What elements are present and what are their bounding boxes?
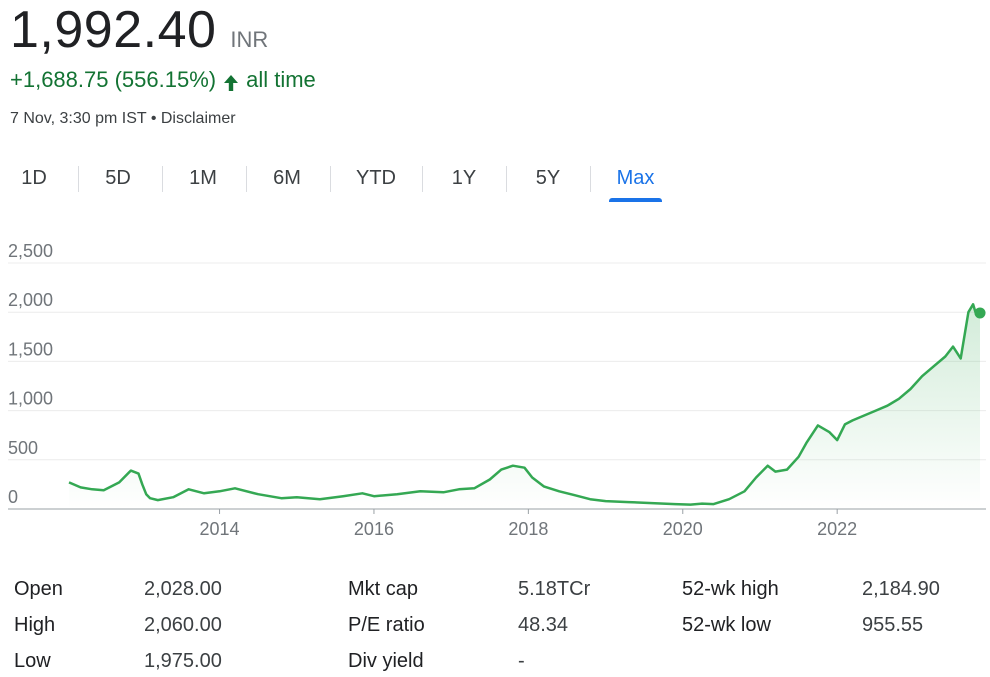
change-value: +1,688.75 (556.15%) [10,67,217,92]
latest-price-dot [974,307,986,319]
y-tick-label: 2,500 [8,241,53,261]
stat-label-52wk-high: 52-wk high [682,578,779,600]
price-chart[interactable]: 0 500 1,000 1,500 2,000 2,500 2014 2016 2018 2020… [0,240,990,550]
disclaimer-link[interactable]: Disclaimer [160,110,236,127]
y-tick-label: 1,000 [8,389,53,409]
y-tick-label: 1,500 [8,339,53,359]
current-price: 1,992.40 [10,1,217,59]
price-area [69,304,980,509]
tab-divider [590,166,591,192]
tab-divider [246,166,247,192]
price-header: 1,992.40 INR [10,2,268,58]
stat-label-low: Low [14,650,51,672]
y-tick-label: 2,000 [8,290,53,310]
stat-label-high: High [14,614,56,636]
y-tick-label: 0 [8,487,18,507]
tab-divider [78,166,79,192]
stat-value-mkt-cap: 5.18TCr [518,578,591,600]
tab-max[interactable]: Max [609,158,662,202]
timestamp: 7 Nov, 3:30 pm IST [10,110,147,127]
tab-ytd[interactable]: YTD [356,167,396,189]
stat-value-pe-ratio: 48.34 [518,614,569,636]
stat-value-52wk-low: 955.55 [862,614,924,636]
tab-6m[interactable]: 6M [273,167,301,189]
tab-divider [506,166,507,192]
tab-1m[interactable]: 1M [189,167,217,189]
timestamp-row: 7 Nov, 3:30 pm IST • Disclaimer [10,108,236,130]
arrow-up-icon [222,71,240,91]
tab-5y[interactable]: 5Y [535,167,561,189]
stat-label-div-yield: Div yield [348,650,424,672]
price-line [68,303,981,506]
price-change: +1,688.75 (556.15%) all time [10,66,316,94]
x-tick-label: 2014 [200,519,240,539]
tab-1y[interactable]: 1Y [451,167,477,189]
tab-1d[interactable]: 1D [21,167,47,189]
separator-dot: • [150,110,157,127]
x-tick-label: 2020 [663,519,703,539]
stat-label-pe-ratio: P/E ratio [348,614,425,636]
tab-divider [330,166,331,192]
stat-label-open: Open [14,578,63,600]
change-period: all time [246,67,316,92]
x-tick-label: 2016 [354,519,394,539]
stat-label-52wk-low: 52-wk low [682,614,771,636]
currency-label: INR [230,27,269,52]
y-tick-label: 500 [8,438,38,458]
tab-5d[interactable]: 5D [105,167,131,189]
x-tick-label: 2022 [817,519,857,539]
stat-label-mkt-cap: Mkt cap [348,578,419,600]
chart-axes: 0 500 1,000 1,500 2,000 2,500 2014 2016 2018 2020… [8,241,857,539]
stat-value-52wk-high: 2,184.90 [862,578,940,600]
stat-value-div-yield: - [518,650,525,672]
stat-value-open: 2,028.00 [144,578,222,600]
key-stats: Open 2,028.00 High 2,060.00 Low 1,975.00… [0,570,990,677]
x-tick-label: 2018 [508,519,548,539]
stat-value-low: 1,975.00 [144,650,222,672]
tab-divider [422,166,423,192]
stat-value-high: 2,060.00 [144,614,222,636]
tab-divider [162,166,163,192]
range-tabs: 1D 5D 1M 6M YTD 1Y 5Y Max [0,158,990,202]
